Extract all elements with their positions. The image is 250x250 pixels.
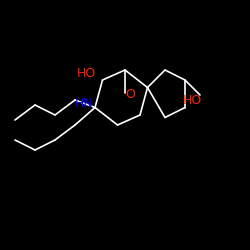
Text: HO: HO (182, 94, 202, 106)
Text: HO: HO (77, 67, 96, 80)
Text: O: O (125, 88, 135, 102)
Text: HN: HN (74, 97, 93, 110)
